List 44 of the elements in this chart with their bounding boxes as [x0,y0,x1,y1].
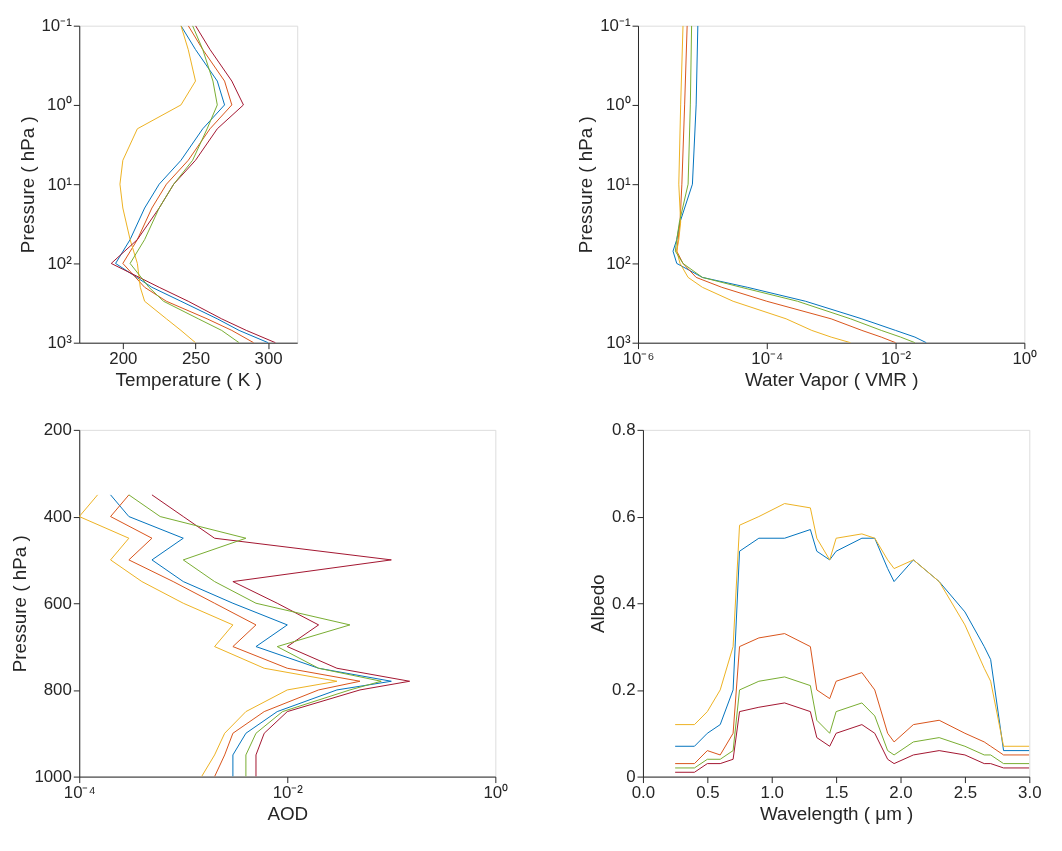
x-axis-title: Temperature ( K ) [115,368,262,390]
x-tick-label: 1.5 [824,782,849,802]
x-tick-label: 250 [181,348,211,368]
y-tick-label: 10⁰ [605,95,631,115]
x-tick-label: 200 [109,348,138,368]
y-tick-label: 0.2 [612,680,636,700]
y-tick-label: 10² [606,253,631,273]
x-tick-label: 3.0 [1018,782,1042,802]
y-tick-label: 200 [43,420,72,440]
y-axis-title: Pressure ( hPa ) [575,116,597,254]
x-tick-label: 10⁰ [1012,348,1038,368]
y-tick-label: 10² [47,253,73,273]
x-axis-title: Water Vapor ( VMR ) [744,368,919,390]
x-tick-label: 0.5 [696,782,720,802]
y-tick-label: 0.8 [612,420,636,440]
y-tick-label: 0.4 [612,593,636,613]
y-tick-label: 10⁻¹ [41,16,73,36]
y-tick-label: 400 [43,507,72,527]
y-tick-label: 0.6 [612,507,636,527]
x-tick-label: 10⁻² [272,782,304,802]
y-axis-title: Pressure ( hPa ) [16,116,38,254]
y-axis-title: Albedo [587,574,609,634]
y-tick-label: 800 [43,680,72,700]
y-tick-label: 10⁰ [47,95,72,115]
line-series [674,633,1030,765]
x-axis-title: Wavelength ( μm ) [759,802,914,824]
x-tick-label: 10⁰ [483,782,509,802]
y-tick-label: 600 [43,593,72,613]
y-tick-label: 10³ [47,333,73,353]
x-tick-label: 2.0 [889,782,913,802]
x-axis-title: AOD [267,802,309,824]
x-tick-label: 300 [254,348,283,368]
line-series [674,702,1030,773]
y-tick-label: 10⁻¹ [600,16,631,36]
x-tick-label: 1.0 [760,782,784,802]
y-tick-label: 10¹ [47,174,73,194]
x-tick-label: 2.5 [953,782,978,802]
line-series [119,25,196,343]
y-tick-label: 10¹ [606,174,631,194]
x-tick-label: 10⁻⁴ [751,348,784,368]
x-tick-label: 10⁻² [880,348,912,368]
line-series [129,25,240,343]
y-axis-title: Pressure ( hPa ) [9,535,31,673]
line-series [674,676,1030,769]
